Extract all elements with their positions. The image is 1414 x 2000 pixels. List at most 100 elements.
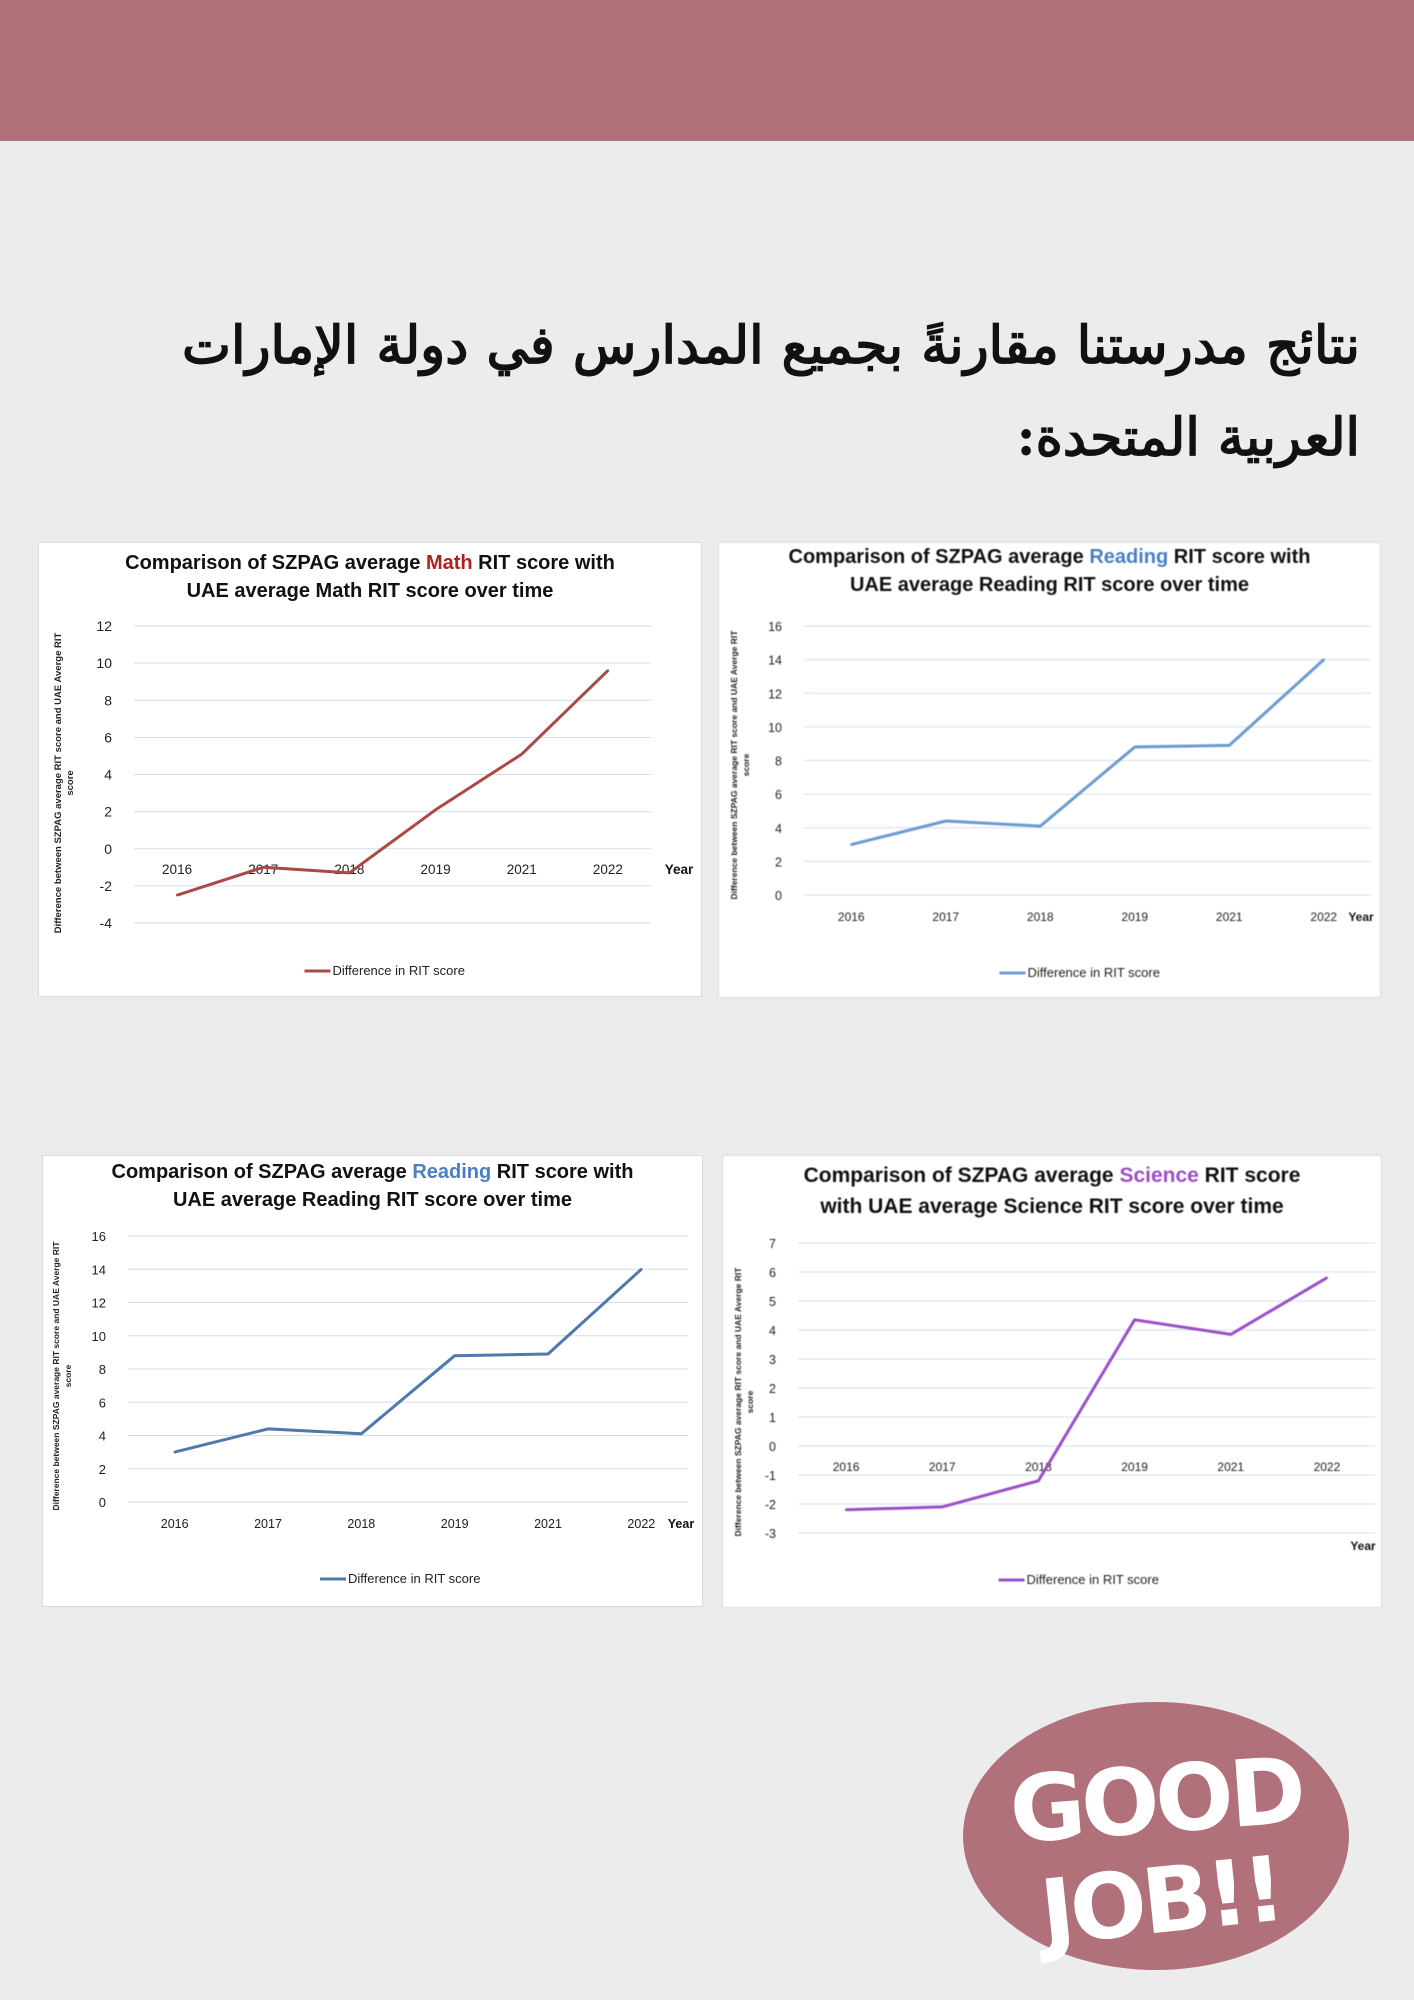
x-axis-label: Year bbox=[668, 1517, 695, 1531]
data-point bbox=[844, 1508, 848, 1511]
x-tick-label: 2021 bbox=[507, 862, 537, 877]
y-tick-label: 3 bbox=[769, 1353, 776, 1367]
y-tick-label: -2 bbox=[100, 878, 113, 894]
y-tick-label: 2 bbox=[99, 1462, 106, 1477]
header-band bbox=[0, 0, 1414, 141]
chart-title: Comparison of SZPAG average Reading RIT … bbox=[719, 543, 1380, 599]
x-tick-label: 2021 bbox=[1216, 910, 1243, 924]
data-point bbox=[1133, 1318, 1136, 1322]
y-tick-label: 0 bbox=[99, 1495, 106, 1510]
y-tick-label: 8 bbox=[104, 692, 112, 708]
y-tick-label: 0 bbox=[775, 889, 782, 903]
x-tick-label: 2022 bbox=[627, 1517, 655, 1531]
y-tick-label: 14 bbox=[768, 654, 782, 668]
y-tick-label: 6 bbox=[99, 1395, 106, 1410]
data-point bbox=[1325, 1276, 1329, 1279]
y-tick-label: 4 bbox=[775, 822, 782, 836]
x-tick-label: 2017 bbox=[929, 1460, 956, 1474]
y-axis-label-cont: score bbox=[65, 770, 76, 795]
data-point bbox=[1228, 744, 1231, 747]
data-point bbox=[175, 893, 179, 897]
series-line bbox=[846, 1276, 1328, 1512]
y-tick-label: 10 bbox=[96, 655, 112, 671]
y-tick-label: 1 bbox=[769, 1411, 776, 1425]
chart-title: Comparison of SZPAG average Math RIT sco… bbox=[39, 549, 701, 605]
x-tick-label: 2021 bbox=[534, 1517, 562, 1531]
y-tick-label: 0 bbox=[104, 841, 112, 857]
y-tick-label: 2 bbox=[775, 855, 782, 869]
legend-label: Difference in RIT score bbox=[1028, 965, 1160, 980]
y-tick-label: -2 bbox=[765, 1498, 776, 1512]
y-axis-label: Difference between SZPAG average RIT sco… bbox=[733, 1267, 743, 1537]
x-axis-label: Year bbox=[1350, 1539, 1376, 1553]
chart-title-suffix: RIT score with bbox=[472, 552, 615, 574]
chart-title-prefix: Comparison of SZPAG average bbox=[803, 1164, 1120, 1187]
data-point bbox=[1229, 1333, 1232, 1336]
y-tick-label: 12 bbox=[768, 687, 782, 701]
chart-title-line2: UAE average Reading RIT score over time bbox=[849, 574, 1250, 596]
data-point bbox=[941, 1505, 944, 1509]
x-tick-label: 2022 bbox=[1310, 910, 1337, 924]
y-axis-label-cont: score bbox=[63, 1364, 73, 1387]
x-tick-label: 2016 bbox=[162, 862, 192, 877]
data-point bbox=[850, 843, 853, 846]
y-axis-label: Difference between SZPAG average RIT sco… bbox=[53, 633, 64, 934]
y-tick-label: 14 bbox=[92, 1262, 106, 1277]
x-tick-label: 2017 bbox=[248, 862, 278, 877]
data-point bbox=[262, 866, 265, 869]
reading-chart-panel-top: Comparison of SZPAG average Reading RIT … bbox=[718, 542, 1381, 998]
y-tick-label: 10 bbox=[92, 1329, 106, 1344]
data-point bbox=[360, 1432, 363, 1436]
chart-title: Comparison of SZPAG average Reading RIT … bbox=[43, 1158, 702, 1214]
data-point bbox=[434, 808, 437, 811]
data-point bbox=[1322, 658, 1325, 661]
x-axis-label: Year bbox=[1348, 910, 1374, 924]
x-tick-label: 2019 bbox=[1121, 910, 1148, 924]
y-tick-label: 8 bbox=[99, 1362, 106, 1377]
data-point bbox=[1039, 824, 1042, 828]
x-tick-label: 2018 bbox=[347, 1517, 375, 1531]
data-point bbox=[640, 1268, 643, 1271]
data-point bbox=[453, 1354, 456, 1357]
data-point bbox=[944, 819, 947, 823]
badge-text-line2: JOB!! bbox=[1030, 1837, 1286, 1967]
chart-title-subject: Math bbox=[425, 552, 473, 574]
reading-chart-plot-bottom: 16 14 12 10 8 6 4 2 0 2016 2017 2018 2019 2021 2022 Yea… bbox=[51, 1229, 695, 1586]
y-tick-label: 4 bbox=[104, 767, 112, 783]
y-tick-label: 10 bbox=[768, 721, 782, 735]
chart-title-subject: Reading bbox=[412, 1161, 492, 1183]
badge-ellipse bbox=[963, 1702, 1349, 1970]
y-axis-label: Difference between SZPAG average RIT sco… bbox=[51, 1241, 61, 1511]
data-point bbox=[546, 1352, 550, 1356]
chart-title-prefix: Comparison of SZPAG average bbox=[125, 552, 426, 574]
x-tick-label: 2022 bbox=[1314, 1460, 1341, 1474]
y-tick-label: 6 bbox=[104, 729, 112, 745]
y-tick-label: 16 bbox=[92, 1229, 106, 1244]
y-tick-label: -4 bbox=[100, 915, 113, 931]
chart-title-suffix: RIT score with bbox=[1168, 546, 1311, 568]
reading-chart-panel-bottom: Comparison of SZPAG average Reading RIT … bbox=[42, 1155, 703, 1607]
math-chart-panel: Comparison of SZPAG average Math RIT sco… bbox=[38, 542, 702, 997]
data-point bbox=[266, 1427, 270, 1431]
badge-text-line1: GOOD bbox=[1006, 1737, 1305, 1864]
chart-title-prefix: Comparison of SZPAG average bbox=[788, 546, 1090, 568]
x-tick-label: 2022 bbox=[593, 862, 623, 877]
science-chart-panel: Comparison of SZPAG average Science RIT … bbox=[722, 1155, 1382, 1608]
y-tick-label: 0 bbox=[769, 1440, 776, 1454]
chart-title-prefix: Comparison of SZPAG average bbox=[111, 1161, 413, 1183]
y-tick-label: 12 bbox=[92, 1296, 106, 1311]
y-axis-label-cont: score bbox=[741, 753, 751, 776]
x-tick-label: 2016 bbox=[161, 1517, 189, 1531]
x-tick-label: 2019 bbox=[421, 862, 451, 877]
chart-title-subject: Reading bbox=[1089, 546, 1169, 568]
legend-label: Difference in RIT score bbox=[1027, 1572, 1159, 1587]
chart-title-subject: Science bbox=[1119, 1164, 1199, 1187]
y-tick-label: 2 bbox=[769, 1382, 776, 1396]
x-tick-label: 2016 bbox=[838, 910, 865, 924]
data-point bbox=[1037, 1479, 1040, 1482]
x-tick-label: 2019 bbox=[441, 1517, 469, 1531]
x-tick-label: 2017 bbox=[254, 1517, 282, 1531]
x-tick-label: 2021 bbox=[1217, 1460, 1244, 1474]
